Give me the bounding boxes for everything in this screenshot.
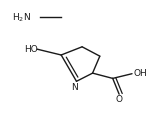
Text: H$_2$N: H$_2$N — [12, 12, 31, 24]
Text: N: N — [71, 83, 78, 92]
Text: O: O — [116, 95, 123, 104]
Text: OH: OH — [133, 69, 147, 78]
Text: HO: HO — [24, 45, 38, 54]
